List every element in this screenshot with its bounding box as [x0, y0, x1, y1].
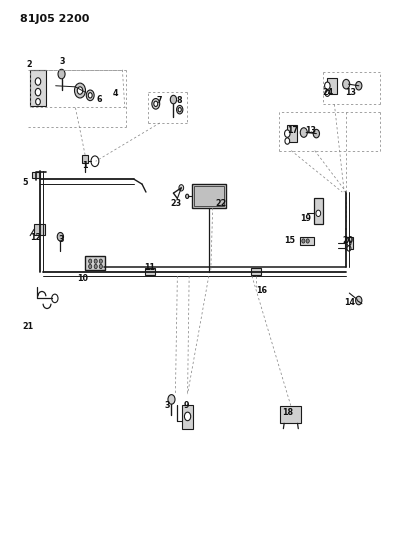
Bar	[82, 155, 88, 164]
Text: 24: 24	[323, 87, 334, 96]
Text: 3: 3	[59, 236, 64, 245]
Circle shape	[154, 101, 158, 107]
Circle shape	[35, 99, 40, 105]
Text: 4: 4	[113, 89, 118, 98]
Circle shape	[94, 259, 97, 263]
Bar	[30, 70, 46, 106]
Circle shape	[356, 296, 362, 305]
Circle shape	[57, 232, 63, 241]
Circle shape	[89, 264, 92, 269]
Circle shape	[35, 78, 41, 85]
Circle shape	[300, 128, 307, 138]
Text: 8: 8	[177, 96, 182, 105]
Text: 7: 7	[157, 96, 162, 105]
Text: 16: 16	[256, 286, 267, 295]
Circle shape	[356, 82, 362, 90]
Circle shape	[177, 106, 183, 114]
Circle shape	[343, 79, 350, 89]
Circle shape	[325, 82, 330, 90]
Text: 3: 3	[165, 401, 170, 410]
Bar	[34, 224, 45, 235]
Text: 1: 1	[82, 161, 88, 170]
Bar	[194, 186, 224, 206]
Circle shape	[99, 259, 102, 263]
Text: 14: 14	[344, 298, 355, 307]
Text: 22: 22	[216, 199, 227, 208]
Circle shape	[35, 88, 41, 96]
Bar	[192, 184, 226, 208]
Circle shape	[284, 130, 290, 138]
Text: 13: 13	[305, 126, 316, 135]
Circle shape	[88, 93, 92, 98]
Text: 19: 19	[300, 214, 311, 223]
Circle shape	[94, 264, 97, 269]
Text: 9: 9	[183, 401, 189, 410]
Circle shape	[58, 69, 65, 79]
Circle shape	[168, 394, 175, 404]
Text: 12: 12	[30, 233, 41, 242]
Text: 3: 3	[59, 58, 65, 66]
Circle shape	[74, 83, 85, 98]
Text: 6: 6	[97, 94, 102, 103]
Circle shape	[152, 99, 160, 109]
Text: 2: 2	[26, 60, 32, 69]
Circle shape	[86, 90, 94, 101]
Circle shape	[285, 138, 290, 144]
Bar	[314, 198, 323, 224]
Text: 23: 23	[170, 199, 181, 208]
Text: 18: 18	[282, 408, 294, 417]
Circle shape	[306, 239, 309, 243]
Circle shape	[347, 240, 351, 246]
Circle shape	[99, 264, 102, 269]
Circle shape	[313, 130, 320, 138]
Circle shape	[170, 95, 177, 104]
Text: 15: 15	[284, 237, 295, 246]
Text: 11: 11	[144, 263, 155, 272]
Text: 13: 13	[346, 87, 357, 96]
Bar	[280, 406, 301, 423]
Bar	[287, 125, 297, 142]
Bar	[300, 237, 314, 245]
Circle shape	[178, 108, 181, 112]
Circle shape	[316, 210, 321, 216]
Circle shape	[186, 194, 189, 198]
Text: 20: 20	[342, 237, 353, 246]
Circle shape	[184, 412, 191, 421]
Circle shape	[89, 259, 92, 263]
Circle shape	[325, 90, 330, 96]
Circle shape	[302, 239, 305, 243]
Text: 81J05 2200: 81J05 2200	[20, 14, 90, 24]
Bar	[182, 405, 193, 429]
Bar	[345, 237, 353, 249]
Circle shape	[179, 184, 184, 191]
Text: 10: 10	[77, 273, 88, 282]
Text: 5: 5	[22, 178, 28, 187]
Bar	[145, 268, 155, 275]
Circle shape	[347, 246, 351, 251]
Circle shape	[77, 87, 83, 94]
Bar	[327, 78, 337, 94]
Bar	[251, 268, 260, 275]
Text: 17: 17	[287, 126, 298, 135]
Bar	[85, 256, 105, 270]
Bar	[32, 172, 40, 178]
Text: 21: 21	[22, 321, 33, 330]
